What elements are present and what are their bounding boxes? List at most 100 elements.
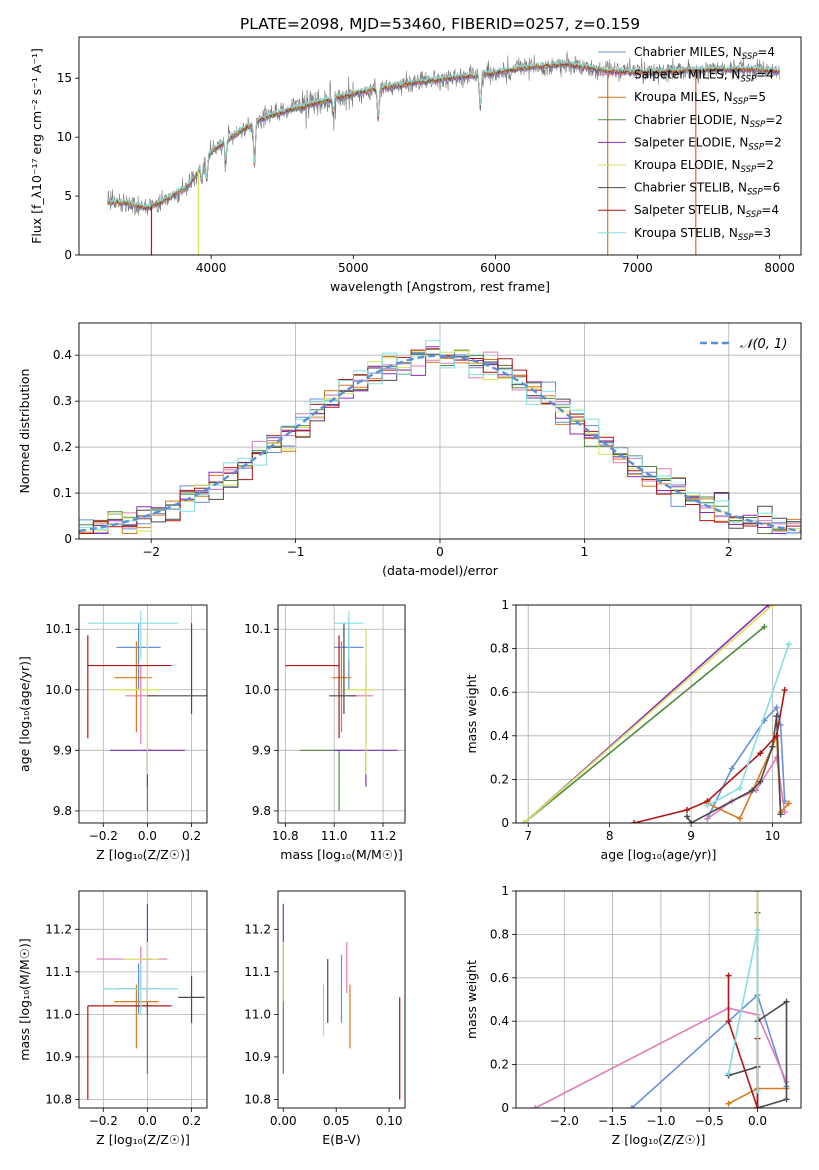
weight-point-marker	[761, 623, 768, 630]
weight-point-marker	[777, 811, 784, 818]
y-tick-label: 11.2	[45, 922, 72, 936]
weight-point-marker	[684, 806, 690, 813]
weight-point-marker	[725, 972, 732, 979]
weight-point-marker	[684, 813, 690, 820]
y-tick-label: 0	[501, 816, 509, 830]
histogram-step	[79, 340, 801, 539]
x-axis-label: Z [log₁₀(Z/Z☉)]	[96, 847, 190, 862]
legend-entry: Salpeter ELODIE, NSSP=2	[634, 135, 782, 152]
plot-area	[87, 903, 205, 1100]
weight-point-marker	[704, 815, 711, 822]
spectrum-panel: 4000 5000 6000 7000 8000 0 5 10 15 wavelength [An…	[29, 36, 802, 294]
x-tick-label: 11.0	[321, 829, 348, 843]
y-tick-label: 10.0	[45, 683, 72, 697]
x-tick-label: 0.00	[270, 1114, 297, 1128]
age-vs-mass-panel: 10.8 11.0 11.2 9.8 9.9 10.0 10.1 mass [log₁₀(M/…	[244, 604, 406, 862]
weight-point-marker	[736, 815, 743, 822]
x-tick-label: −2	[142, 545, 160, 559]
x-tick-label: 8	[606, 829, 614, 843]
age-vs-z-panel: −0.2 0.0 0.2 9.8 9.9 10.0 10.1 Z [log₁₀(Z/Z☉)] a…	[17, 604, 208, 862]
axes-frame	[515, 604, 802, 824]
errorbar-point	[87, 635, 172, 739]
errorbar-point	[334, 611, 364, 660]
x-tick-label: −1.0	[646, 1114, 675, 1128]
y-tick-label: 0	[64, 532, 72, 546]
y-tick-label: 11.0	[244, 1007, 271, 1021]
x-tick-label: 6000	[480, 261, 511, 275]
axes-frame	[277, 890, 406, 1109]
axes-frame	[515, 890, 802, 1109]
axes-frame	[78, 890, 208, 1109]
x-tick-label: 5000	[338, 261, 369, 275]
y-axis-label: mass weight	[464, 674, 479, 753]
x-tick-label: 1	[581, 545, 589, 559]
x-tick-label: −0.2	[89, 1114, 118, 1128]
x-axis-label: wavelength [Angstrom, rest frame]	[330, 279, 550, 294]
y-axis-label: mass [log₁₀(M/M☉)]	[17, 938, 32, 1060]
errorbar-point	[341, 629, 376, 775]
errorbar-point	[147, 623, 207, 714]
weight-point-marker	[783, 1096, 790, 1103]
y-tick-label: 11.2	[244, 922, 271, 936]
x-tick-label: 0.2	[182, 829, 201, 843]
errorbar-point	[178, 976, 205, 1023]
x-tick-label: 0	[436, 545, 444, 559]
errorbar-point	[103, 963, 179, 1015]
plot-area	[285, 611, 398, 811]
mass-vs-ebv-panel: 0.00 0.05 0.10 10.8 10.9 11.0 11.1 11.2 E(B-V)	[244, 890, 406, 1147]
axes-frame	[277, 604, 406, 824]
x-tick-label: −1.5	[598, 1114, 627, 1128]
x-tick-label: 0.0	[138, 829, 157, 843]
legend-entry: Kroupa STELIB, NSSP=3	[634, 226, 771, 243]
y-tick-label: 11.1	[45, 965, 72, 979]
y-tick-label: 0.6	[490, 685, 509, 699]
weight-point-marker	[728, 765, 735, 772]
y-tick-label: 0	[501, 1101, 509, 1115]
x-tick-label: 7	[524, 829, 532, 843]
x-tick-label: −0.5	[695, 1114, 724, 1128]
axes-frame	[78, 604, 208, 824]
figure-title: PLATE=2098, MJD=53460, FIBERID=0257, z=0…	[240, 15, 640, 33]
legend-entry: Chabrier STELIB, NSSP=6	[634, 181, 780, 198]
weight-point-marker	[754, 891, 761, 894]
errorbar-point	[87, 1005, 172, 1100]
y-tick-label: 0.4	[490, 729, 509, 743]
y-axis-label: mass weight	[464, 960, 479, 1039]
residuals-panel: −2 −1 0 1 2 0 0.1 0.2 0.3 0.4 (data-model)/error No…	[17, 322, 802, 578]
weight-series-line	[523, 626, 765, 823]
weight-point-marker	[769, 743, 776, 750]
y-tick-label: 0.3	[53, 394, 72, 408]
y-tick-label: 11.0	[45, 1007, 72, 1021]
weight-series-line	[633, 689, 786, 823]
legend-entry: Kroupa MILES, NSSP=5	[634, 90, 766, 107]
weight-series-line	[534, 1007, 788, 1108]
y-tick-label: 0.4	[490, 1014, 509, 1028]
weight-series-line	[686, 716, 782, 823]
x-tick-label: −1	[287, 545, 305, 559]
x-tick-label: 11.2	[370, 829, 397, 843]
weight-point-marker	[704, 802, 711, 809]
weight-point-marker	[754, 1087, 761, 1094]
weight-point-marker	[773, 713, 780, 720]
y-axis-label: age [log₁₀(age/yr)]	[17, 656, 32, 772]
y-tick-label: 10.9	[244, 1050, 271, 1064]
errorbar-point	[114, 984, 159, 1049]
x-tick-label: 2	[725, 545, 733, 559]
x-axis-label: mass [log₁₀(M/M☉)]	[280, 847, 402, 862]
errorbar-point	[299, 749, 352, 811]
plot-area	[107, 51, 780, 255]
y-tick-label: 10.8	[45, 1092, 72, 1106]
x-tick-label: 0.2	[182, 1114, 201, 1128]
plot-area	[532, 891, 790, 1108]
legend-entry: Kroupa ELODIE, NSSP=2	[634, 158, 774, 175]
x-tick-label: 8000	[764, 261, 795, 275]
weight-series-line	[631, 993, 788, 1108]
y-tick-label: 10.9	[45, 1050, 72, 1064]
plot-area	[282, 903, 401, 1100]
weight-point-marker	[785, 641, 792, 648]
weight-point-marker	[725, 1070, 732, 1077]
x-tick-label: 7000	[622, 261, 653, 275]
y-tick-label: 0.4	[53, 348, 72, 362]
plot-area	[79, 340, 801, 539]
weight-point-marker	[631, 820, 638, 823]
